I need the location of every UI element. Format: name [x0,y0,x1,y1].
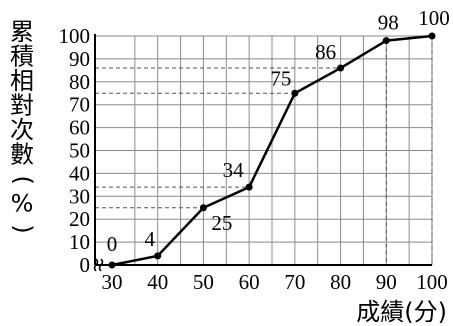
data-label: 86 [315,40,336,64]
x-tick-labels: 30 40 50 60 70 80 90 100 [102,270,448,294]
x-axis-label: 成績(分) [356,298,447,326]
y-axis-label-char: 次 [10,116,34,144]
y-tick-label: 0 [80,253,91,277]
axis-break-icon [93,258,104,272]
x-tick-label: 30 [102,270,123,294]
data-labels: 0 4 25 34 75 86 98 100 [107,6,450,256]
y-axis-label-char: 積 [10,43,34,71]
x-tick-label: 100 [416,270,448,294]
data-label: 34 [223,158,245,182]
y-axis-label-char: ) [9,224,37,233]
reference-lines [95,36,433,265]
series-line-group [111,34,433,267]
data-label: 4 [144,227,155,251]
data-label: 0 [107,232,118,256]
data-point [337,64,345,72]
y-tick-label: 20 [69,207,90,231]
y-tick-label: 40 [69,161,90,185]
y-axis-label-char: ( [9,175,37,184]
data-point [291,89,299,97]
y-axis-label-char: 累 [10,18,34,46]
data-point [428,32,436,40]
y-tick-label: 70 [69,93,90,117]
y-axis-label-char: 對 [10,92,34,120]
y-axis-label-char: 相 [10,67,34,95]
data-label: 98 [378,11,399,35]
grid [95,35,433,265]
x-tick-label: 90 [376,270,397,294]
y-tick-label: 30 [69,184,90,208]
y-tick-label: 80 [69,70,90,94]
data-point [108,261,116,269]
y-axis-label-char: % [11,190,34,218]
data-point [199,204,207,212]
data-point [245,183,253,191]
y-axis-label-char: 數 [10,141,34,169]
data-point [382,37,390,45]
y-tick-label: 10 [69,230,90,254]
y-tick-label: 50 [69,139,90,163]
x-tick-label: 50 [193,270,214,294]
axes [93,34,432,272]
y-tick-label: 100 [59,24,91,48]
y-tick-label: 90 [69,47,90,71]
data-points [108,32,436,269]
x-tick-label: 70 [284,270,305,294]
x-tick-label: 80 [330,270,351,294]
data-label: 75 [270,66,291,90]
data-point [154,252,162,260]
series-line [111,34,433,267]
x-tick-label: 40 [147,270,168,294]
data-label: 100 [418,6,450,30]
y-tick-label: 60 [69,116,90,140]
data-label: 25 [211,211,232,235]
x-tick-label: 60 [239,270,260,294]
